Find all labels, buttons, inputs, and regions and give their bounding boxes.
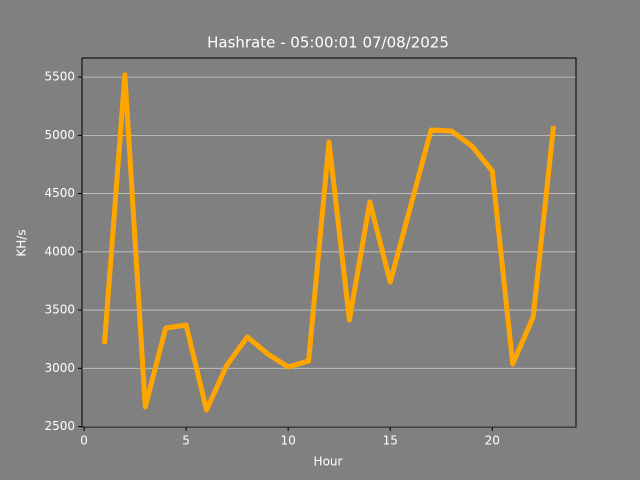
plot-frame — [81, 57, 577, 428]
x-tick-label: 15 — [383, 434, 398, 448]
y-tick-label: 4500 — [44, 186, 75, 200]
x-axis-label: Hour — [314, 455, 343, 469]
y-tick-label: 4000 — [44, 244, 75, 258]
y-tick-label: 5000 — [44, 128, 75, 142]
x-tick-label: 20 — [485, 434, 500, 448]
y-tick-label: 5500 — [44, 70, 75, 84]
y-tick-label: 2500 — [44, 419, 75, 433]
x-tick-label: 5 — [182, 434, 190, 448]
chart-title: Hashrate - 05:00:01 07/08/2025 — [207, 34, 449, 52]
x-tick-label: 10 — [281, 434, 296, 448]
y-tick-label: 3000 — [44, 361, 75, 375]
x-tick-label: 0 — [80, 434, 88, 448]
y-tick-label: 3500 — [44, 303, 75, 317]
y-axis-label: KH/s — [15, 229, 29, 256]
line — [101, 72, 557, 413]
